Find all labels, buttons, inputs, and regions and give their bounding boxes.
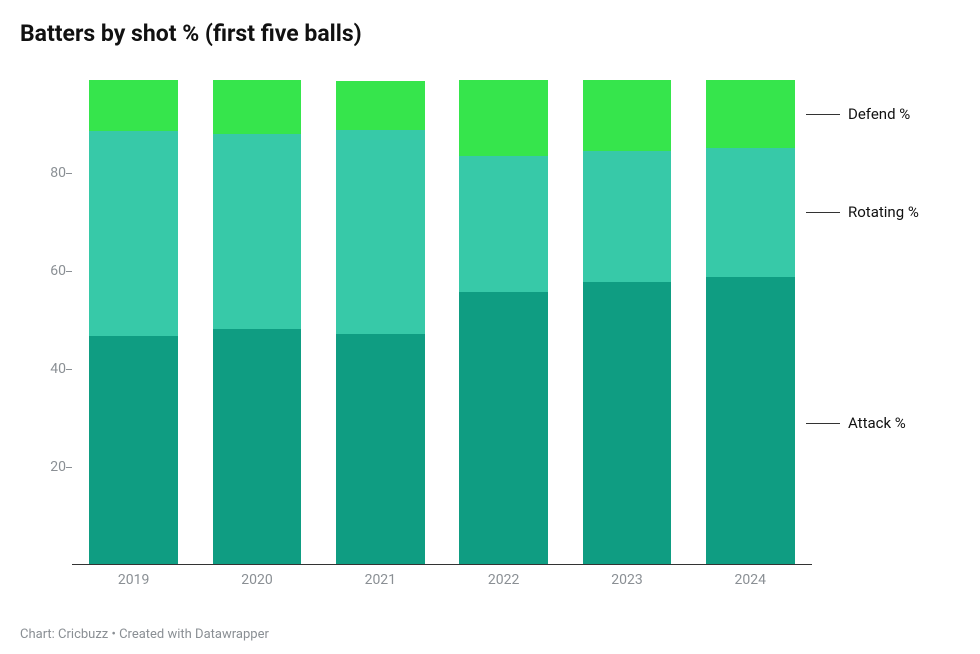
chart-title: Batters by shot % (first five balls)	[20, 20, 960, 47]
bar-segment-rotating	[706, 148, 795, 278]
bar-segment-rotating	[336, 130, 425, 333]
bar-segment-rotating	[459, 156, 548, 292]
bar-segment-rotating	[89, 131, 178, 336]
bar-segment-attack	[89, 336, 178, 564]
legend-label-defend: Defend %	[848, 105, 910, 123]
bar-segment-attack	[213, 329, 302, 564]
bar	[89, 80, 178, 564]
bar-segment-defend	[706, 80, 795, 148]
chart: 20406080 201920202021202220232024 Defend…	[20, 65, 960, 605]
bar-slot: 2020	[195, 75, 318, 564]
bar-segment-attack	[583, 282, 672, 564]
x-tick-label: 2019	[118, 572, 149, 588]
bar-slot: 2021	[319, 75, 442, 564]
bar	[459, 80, 548, 564]
bar-segment-defend	[213, 80, 302, 134]
bar-segment-defend	[336, 81, 425, 130]
bar	[213, 80, 302, 564]
bar-segment-defend	[89, 80, 178, 131]
bar-slot: 2019	[72, 75, 195, 564]
bar	[336, 81, 425, 564]
plot-area: 201920202021202220232024	[72, 75, 812, 565]
y-tick-label: 40	[26, 361, 66, 377]
bar-segment-attack	[459, 292, 548, 564]
bar-segment-attack	[706, 277, 795, 564]
x-tick-label: 2021	[365, 572, 396, 588]
bar-segment-defend	[583, 80, 672, 151]
bar-slot: 2023	[565, 75, 688, 564]
y-tick-label: 80	[26, 165, 66, 181]
legend-connector	[806, 423, 840, 424]
bar-segment-rotating	[213, 134, 302, 329]
bar-segment-rotating	[583, 151, 672, 282]
y-tick-label: 60	[26, 263, 66, 279]
legend-label-attack: Attack %	[848, 414, 906, 432]
chart-footer: Chart: Cricbuzz • Created with Datawrapp…	[20, 627, 269, 642]
bar	[706, 80, 795, 564]
bar-slot: 2024	[689, 75, 812, 564]
legend-connector	[806, 114, 840, 115]
legend-connector	[806, 212, 840, 213]
x-tick-label: 2023	[611, 572, 642, 588]
x-tick-label: 2020	[241, 572, 272, 588]
bar-segment-defend	[459, 80, 548, 156]
legend-label-rotating: Rotating %	[848, 203, 919, 221]
bar-segment-attack	[336, 334, 425, 564]
x-tick-label: 2024	[735, 572, 766, 588]
x-tick-label: 2022	[488, 572, 519, 588]
bar-slot: 2022	[442, 75, 565, 564]
y-tick-label: 20	[26, 459, 66, 475]
bar	[583, 80, 672, 564]
